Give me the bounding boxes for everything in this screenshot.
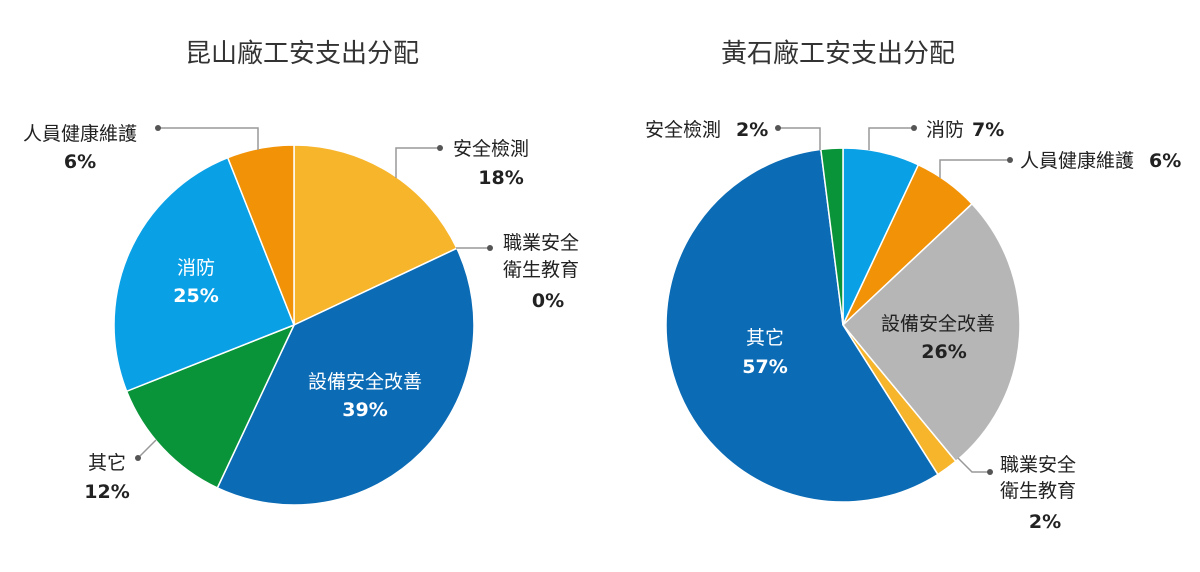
pie-slice bbox=[665, 148, 939, 503]
slice-value: 57% bbox=[742, 356, 787, 378]
leader-line bbox=[939, 159, 1008, 178]
leader-dot bbox=[155, 125, 161, 131]
leader-dot bbox=[1007, 157, 1013, 163]
chart-kunshan: 昆山廠工安支出分配 安全檢測 18% 職業安全 衛生教育 0% 設備安全改善 3… bbox=[23, 39, 579, 506]
slice-label: 消防 bbox=[177, 257, 215, 279]
chart-huangshi: 黃石廠工安支出分配 安全檢測 2% 消防 7% 人員健康維護 6% 設備安全改善… bbox=[645, 39, 1181, 533]
slice-label: 其它 bbox=[746, 327, 784, 349]
slice-value: 6% bbox=[64, 151, 96, 173]
pie-huangshi bbox=[665, 147, 1021, 503]
slice-value: 7% bbox=[972, 119, 1004, 141]
leader-dot bbox=[911, 125, 917, 131]
slice-label: 安全檢測 bbox=[453, 138, 529, 160]
slice-label: 職業安全 bbox=[503, 232, 579, 254]
slice-label: 消防 bbox=[926, 119, 964, 141]
slice-value: 2% bbox=[736, 119, 768, 141]
leader-line bbox=[160, 127, 259, 150]
slice-value: 12% bbox=[84, 481, 129, 503]
pie-slice bbox=[113, 156, 295, 393]
slice-label: 設備安全改善 bbox=[308, 371, 422, 393]
pie-slice bbox=[216, 247, 475, 506]
leader-dot bbox=[437, 145, 443, 151]
slice-label: 設備安全改善 bbox=[881, 313, 995, 335]
pie-slice bbox=[125, 323, 296, 489]
leader-dot bbox=[775, 125, 781, 131]
slice-value: 26% bbox=[921, 341, 966, 363]
slice-value: 0% bbox=[532, 290, 564, 312]
slice-value: 25% bbox=[173, 285, 218, 307]
leader-line bbox=[395, 147, 438, 178]
chart-title: 黃石廠工安支出分配 bbox=[721, 39, 955, 69]
leader-line bbox=[957, 457, 988, 473]
slice-label: 安全檢測 bbox=[645, 119, 721, 141]
leader-line bbox=[868, 127, 912, 150]
pie-slice bbox=[293, 144, 458, 327]
slice-value: 2% bbox=[1029, 511, 1061, 533]
pie-slice bbox=[841, 202, 1021, 463]
slice-label: 其它 bbox=[88, 452, 126, 474]
leader-dot bbox=[987, 469, 993, 475]
pie-kunshan bbox=[113, 144, 475, 506]
slice-label: 人員健康維護 bbox=[23, 123, 137, 145]
pie-slice bbox=[819, 147, 844, 326]
leader-line bbox=[139, 439, 157, 457]
slice-label: 衛生教育 bbox=[1000, 480, 1076, 502]
leader-line bbox=[780, 127, 821, 150]
slice-value: 6% bbox=[1149, 150, 1181, 172]
pie-slice bbox=[226, 144, 295, 326]
slice-label: 衛生教育 bbox=[503, 259, 579, 281]
slice-value: 39% bbox=[342, 399, 387, 421]
chart-title: 昆山廠工安支出分配 bbox=[185, 39, 419, 69]
slice-label: 職業安全 bbox=[1000, 454, 1076, 476]
slice-value: 18% bbox=[478, 167, 523, 189]
slice-label: 人員健康維護 bbox=[1020, 150, 1134, 172]
leader-dot bbox=[135, 455, 141, 461]
leader-dot bbox=[487, 245, 493, 251]
